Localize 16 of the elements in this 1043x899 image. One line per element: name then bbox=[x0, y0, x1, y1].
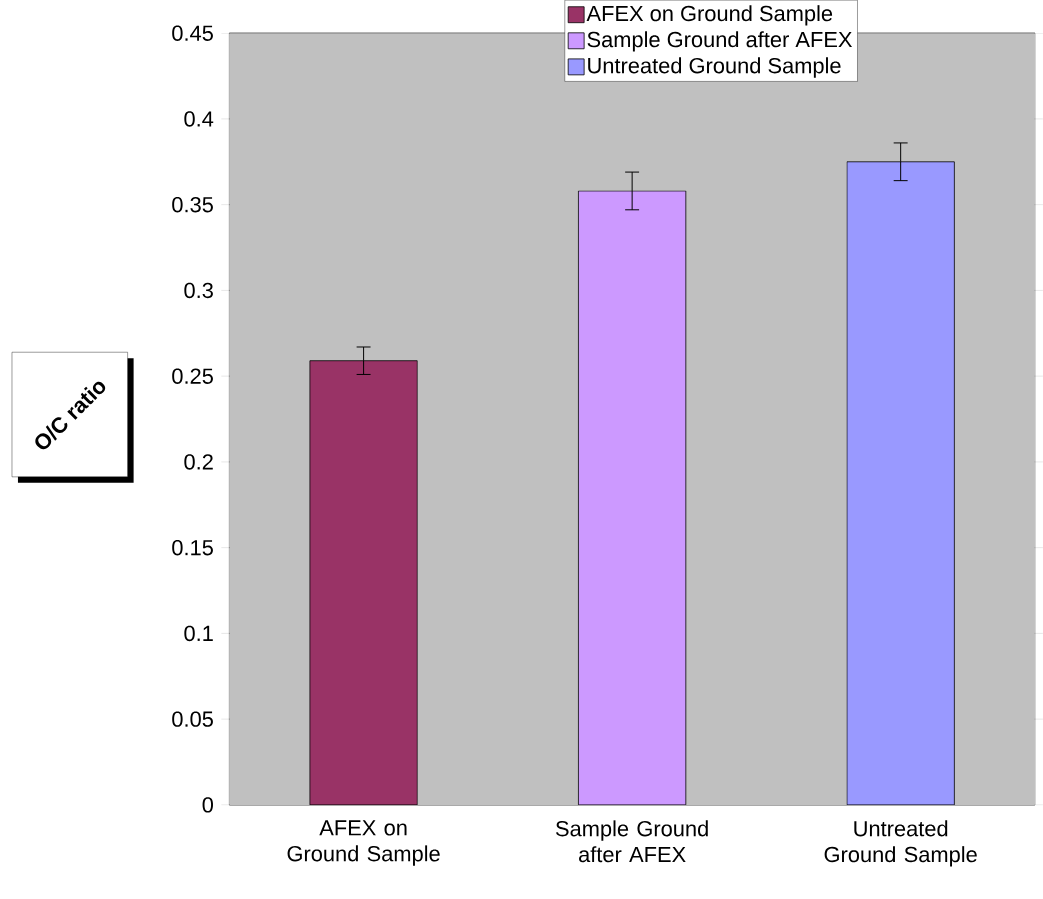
y-tick-label: 0.15 bbox=[172, 540, 213, 556]
y-tick-label: 0.2 bbox=[184, 454, 213, 470]
y-tick-label: 0.1 bbox=[184, 625, 213, 642]
legend-label: Sample Ground after AFEX bbox=[587, 31, 853, 52]
x-tick-label: AFEX on Ground Sample bbox=[287, 820, 440, 866]
y-tick-label: 0.45 bbox=[172, 25, 213, 42]
legend-label: Untreated Ground Sample bbox=[588, 57, 841, 78]
y-tick-label: 0.3 bbox=[184, 282, 213, 299]
y-tick-label: 0.05 bbox=[172, 711, 213, 728]
y-tick-label: 0 bbox=[202, 797, 214, 813]
x-tick-label: Sample Ground after AFEX bbox=[555, 820, 708, 863]
y-tick-label: 0.35 bbox=[172, 197, 213, 213]
legend-label: AFEX on Ground Sample bbox=[586, 5, 833, 26]
y-tick-label: 0.4 bbox=[184, 111, 214, 127]
y-tick-label: 0.25 bbox=[172, 368, 213, 385]
x-tick-label: Untreated Ground Sample bbox=[824, 820, 977, 867]
